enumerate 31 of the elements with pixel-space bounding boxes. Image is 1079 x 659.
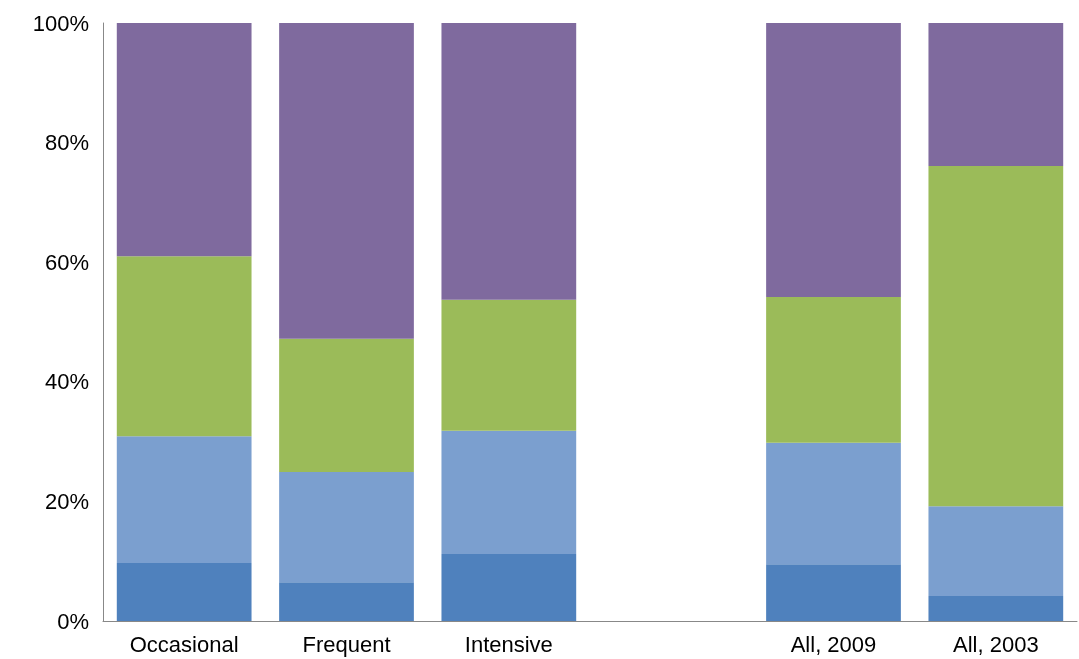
bar	[279, 338, 414, 473]
bar	[928, 595, 1064, 621]
bar	[279, 582, 414, 621]
x-tick-label: All, 2009	[790, 631, 877, 657]
bar	[928, 165, 1064, 507]
bar	[928, 23, 1064, 166]
bar	[441, 23, 577, 300]
bar	[766, 296, 901, 443]
x-tick-label: All, 2003	[953, 631, 1039, 657]
bar	[441, 430, 577, 555]
bar	[116, 436, 252, 563]
bar	[766, 23, 901, 297]
y-tick-label: 80%	[44, 130, 89, 156]
bar	[766, 442, 901, 565]
x-tick-label: Frequent	[302, 631, 391, 657]
bar	[279, 23, 414, 339]
bar	[441, 554, 577, 621]
y-tick-label: 40%	[44, 369, 89, 395]
bar	[116, 256, 252, 437]
y-tick-label: 20%	[44, 488, 89, 514]
y-tick-label: 60%	[44, 249, 89, 275]
x-tick-label: Occasional	[129, 631, 239, 657]
bar	[928, 506, 1064, 596]
y-tick-label: 0%	[57, 608, 89, 634]
x-tick-label: Intensive	[464, 631, 553, 657]
bar	[441, 299, 577, 431]
bar	[279, 472, 414, 583]
bar	[116, 562, 252, 621]
y-tick-label: 100%	[32, 10, 89, 36]
bar	[116, 23, 252, 257]
bar	[766, 564, 901, 621]
